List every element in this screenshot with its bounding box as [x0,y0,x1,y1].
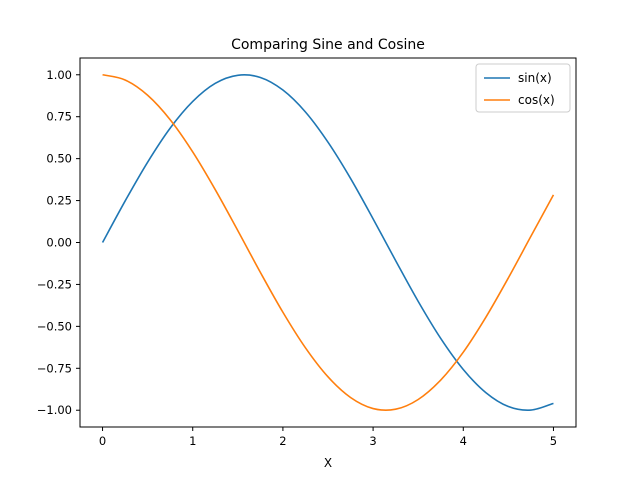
y-tick-label: −0.75 [37,361,72,375]
series-line-sin [101,74,554,411]
x-axis-label: X [324,456,332,470]
y-tick-label: 1.00 [46,68,72,82]
x-tick-label: 2 [279,434,286,448]
y-tick-label: −1.00 [37,403,72,417]
x-tick-label: 3 [369,434,376,448]
legend-label: cos(x) [518,93,555,107]
x-tick-label: 4 [460,434,467,448]
y-tick-label: 0.50 [46,152,72,166]
y-tick-label: 0.00 [46,236,72,250]
y-tick-label: 0.25 [46,194,72,208]
y-tick-label: 0.75 [46,110,72,124]
x-tick-label: 1 [189,434,196,448]
y-tick-label: −0.50 [37,319,72,333]
plot-area [101,73,555,411]
x-tick-label: 5 [550,434,557,448]
y-tick-label: −0.25 [37,277,72,291]
axes-frame [79,57,577,428]
legend-label: sin(x) [518,71,552,85]
x-axis: 0 1 2 3 4 5 [99,427,557,448]
chart-title: Comparing Sine and Cosine [231,37,425,53]
y-axis: 1.00 0.75 0.50 0.25 0.00 −0.25 −0.50 −0.75 −1.00 [37,68,80,417]
x-tick-label: 0 [99,434,106,448]
legend: sin(x) cos(x) [475,63,571,113]
series-line-cos [102,73,555,411]
